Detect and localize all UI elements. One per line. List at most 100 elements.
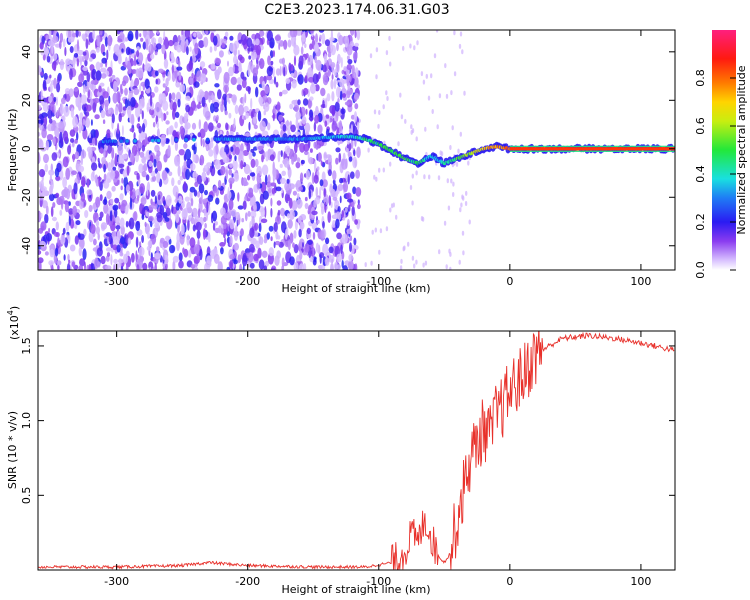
heatmap-noise-cell	[264, 260, 269, 267]
heatmap-noise-cell	[349, 30, 355, 36]
heatmap-noise-cell	[131, 69, 137, 74]
heatmap-plot-area	[38, 30, 675, 270]
heatmap-noise-cell	[259, 236, 264, 246]
heatmap-noise-cell	[242, 150, 249, 156]
heatmap-noise-cell	[322, 64, 327, 73]
heatmap-noise-cell	[76, 39, 80, 52]
heatmap-noise-cell	[281, 89, 288, 95]
heatmap-noise-cell	[308, 157, 314, 165]
heatmap-noise-cell	[77, 81, 83, 88]
heatmap-noise-cell	[390, 203, 394, 209]
heatmap-noise-cell	[170, 135, 175, 146]
heatmap-noise-cell	[266, 181, 272, 188]
heatmap-noise-cell	[244, 93, 247, 104]
heatmap-noise-cell	[228, 66, 234, 77]
heatmap-noise-cell	[460, 202, 463, 208]
heatmap-noise-cell	[410, 124, 413, 130]
heatmap-noise-cell	[342, 79, 347, 84]
heatmap-noise-cell	[259, 120, 266, 132]
heatmap-noise-cell	[178, 149, 185, 156]
heatmap-noise-cell	[302, 98, 309, 106]
heatmap-noise-cell	[104, 99, 110, 108]
heatmap-noise-cell	[236, 77, 242, 85]
heatmap-noise-cell	[46, 134, 54, 141]
heatmap-noise-cell	[235, 211, 241, 221]
heatmap-noise-cell	[226, 266, 231, 270]
heatmap-ridge-cell	[205, 137, 210, 142]
heatmap-noise-cell	[177, 165, 181, 177]
heatmap-y-tick-label: 40	[20, 45, 33, 59]
heatmap-noise-cell	[114, 215, 120, 225]
heatmap-noise-cell	[415, 259, 418, 265]
heatmap-noise-cell	[38, 227, 44, 234]
heatmap-noise-cell	[48, 227, 51, 234]
heatmap-noise-cell	[301, 30, 308, 33]
heatmap-noise-cell	[346, 90, 351, 99]
heatmap-noise-cell	[202, 167, 206, 173]
heatmap-noise-cell	[45, 34, 50, 40]
heatmap-noise-cell	[332, 196, 338, 201]
heatmap-noise-cell	[113, 80, 118, 93]
heatmap-noise-cell	[242, 200, 247, 210]
heatmap-noise-cell	[213, 44, 217, 52]
heatmap-x-axis-label: Height of straight line (km)	[281, 282, 430, 295]
heatmap-noise-cell	[210, 103, 215, 114]
heatmap-noise-cell	[166, 168, 170, 174]
snr-plot-area	[38, 331, 675, 570]
colorbar-label: Normalized spectral amplitude	[735, 65, 748, 234]
heatmap-noise-cell	[273, 241, 276, 249]
heatmap-noise-cell	[165, 235, 171, 241]
heatmap-noise-cell	[158, 93, 163, 105]
heatmap-noise-cell	[124, 87, 128, 96]
heatmap-noise-cell	[335, 62, 340, 73]
heatmap-noise-cell	[459, 131, 462, 137]
heatmap-noise-cell	[120, 266, 124, 270]
heatmap-noise-cell	[125, 184, 130, 193]
heatmap-noise-cell	[214, 159, 221, 170]
colorbar-tick-label: 0.4	[694, 165, 707, 183]
heatmap-noise-cell	[339, 90, 343, 101]
heatmap-noise-cell	[205, 106, 209, 112]
heatmap-noise-cell	[49, 74, 52, 79]
heatmap-noise-cell	[108, 234, 111, 243]
heatmap-noise-cell	[305, 170, 311, 180]
heatmap-noise-cell	[184, 148, 192, 161]
heatmap-noise-cell	[247, 64, 251, 77]
heatmap-noise-cell	[449, 145, 452, 150]
heatmap-noise-cell	[88, 204, 93, 213]
heatmap-noise-cell	[42, 79, 47, 90]
heatmap-noise-cell	[190, 264, 196, 269]
snr-series-line	[38, 331, 675, 570]
heatmap-noise-cell	[229, 219, 235, 230]
heatmap-noise-cell	[194, 42, 199, 55]
heatmap-noise-cell	[48, 193, 55, 202]
heatmap-noise-cell	[248, 151, 253, 160]
heatmap-noise-cell	[253, 124, 258, 130]
heatmap-noise-cell	[102, 91, 109, 99]
heatmap-noise-cell	[90, 119, 93, 126]
heatmap-noise-cell	[459, 31, 463, 37]
heatmap-noise-cell	[248, 55, 252, 60]
heatmap-noise-cell	[313, 121, 317, 132]
heatmap-noise-cell	[304, 243, 310, 253]
heatmap-noise-cell	[161, 113, 164, 122]
heatmap-noise-cell	[131, 145, 138, 157]
heatmap-noise-cell	[413, 263, 416, 269]
heatmap-noise-cell	[385, 50, 389, 56]
heatmap-noise-cell	[400, 258, 403, 264]
heatmap-noise-cell	[40, 212, 43, 219]
heatmap-noise-cell	[327, 52, 332, 58]
heatmap-noise-cell	[299, 250, 303, 261]
heatmap-noise-cell	[82, 66, 88, 72]
heatmap-noise-cell	[260, 218, 268, 224]
heatmap-noise-cell	[298, 55, 304, 66]
heatmap-noise-cell	[58, 195, 65, 205]
heatmap-noise-cell	[224, 144, 230, 155]
heatmap-noise-cell	[332, 170, 337, 181]
heatmap-noise-cell	[82, 118, 86, 125]
heatmap-noise-cell	[261, 164, 269, 176]
heatmap-noise-cell	[468, 219, 471, 225]
heatmap-noise-cell	[179, 84, 186, 93]
heatmap-noise-cell	[202, 138, 205, 148]
heatmap-noise-cell	[64, 46, 67, 57]
